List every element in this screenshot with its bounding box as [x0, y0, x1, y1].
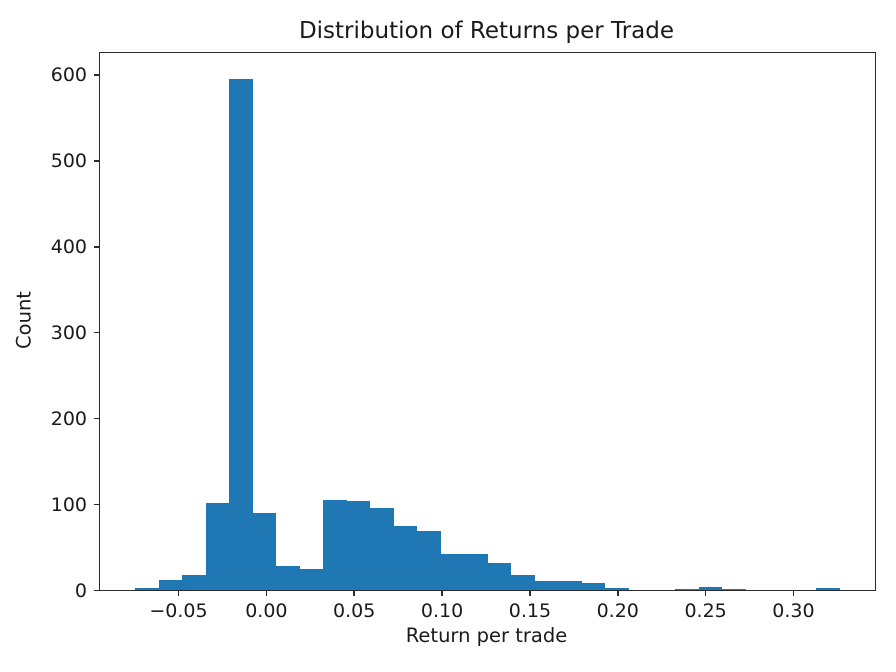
- y-tick-label: 600: [50, 63, 87, 86]
- x-tick-mark: [529, 590, 531, 596]
- x-tick-label: 0.15: [508, 599, 552, 622]
- histogram-bar: [463, 553, 488, 590]
- histogram-bar: [276, 565, 300, 590]
- x-tick-label: 0.00: [245, 599, 288, 622]
- y-tick-label: 0: [74, 579, 87, 602]
- y-tick-label: 100: [50, 493, 87, 516]
- histogram-bar: [299, 568, 324, 590]
- histogram-bar: [675, 589, 699, 590]
- x-tick-label: 0.05: [333, 599, 376, 622]
- chart-title: Distribution of Returns per Trade: [298, 18, 675, 44]
- histogram-bar: [816, 588, 840, 590]
- bars-layer: [100, 53, 875, 590]
- histogram-bar: [698, 587, 723, 590]
- y-tick-mark: [94, 417, 99, 420]
- histogram-bar: [323, 499, 347, 590]
- x-tick-label: 0.25: [684, 599, 727, 622]
- histogram-bar: [416, 530, 441, 590]
- histogram-bar: [158, 579, 183, 590]
- histogram-bar: [229, 78, 253, 590]
- histogram-bar: [510, 574, 535, 590]
- plot-area: [99, 52, 876, 591]
- y-tick-mark: [94, 503, 99, 506]
- y-tick-mark: [94, 74, 99, 76]
- histogram-bar: [205, 503, 230, 590]
- x-axis-label: Return per trade: [405, 624, 568, 647]
- histogram-bar: [346, 500, 371, 590]
- x-tick-mark: [353, 590, 355, 596]
- y-tick-mark: [94, 160, 99, 162]
- histogram-bar: [534, 581, 559, 590]
- x-tick-label: 0.20: [596, 599, 639, 622]
- histogram-bar: [135, 588, 160, 590]
- histogram-bar: [370, 508, 394, 590]
- x-tick-label: 0.10: [420, 599, 464, 622]
- histogram-bar: [487, 562, 512, 590]
- y-tick-label: 200: [50, 407, 87, 430]
- y-tick-mark: [94, 589, 99, 592]
- y-tick-label: 300: [50, 321, 87, 344]
- x-tick-mark: [704, 590, 707, 596]
- x-tick-mark: [441, 590, 443, 596]
- histogram-bar: [581, 583, 606, 590]
- histogram-bar: [182, 575, 207, 590]
- x-tick-mark: [265, 590, 268, 596]
- x-tick-mark: [177, 590, 180, 596]
- y-tick-label: 400: [50, 235, 87, 258]
- y-tick-mark: [94, 331, 99, 334]
- histogram-bar: [393, 525, 418, 590]
- histogram-bar: [722, 589, 746, 590]
- histogram-bar: [440, 553, 465, 590]
- histogram-bar: [557, 581, 582, 590]
- x-tick-mark: [617, 590, 619, 596]
- y-tick-label: 500: [50, 149, 87, 172]
- x-tick-mark: [792, 590, 795, 596]
- histogram-bar: [252, 512, 277, 590]
- x-tick-label: −0.05: [149, 599, 208, 622]
- x-tick-label: 0.30: [772, 599, 815, 622]
- histogram-bar: [604, 588, 629, 590]
- y-tick-mark: [94, 246, 99, 248]
